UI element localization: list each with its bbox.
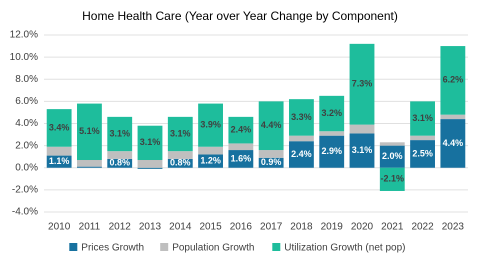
chart-title: Home Health Care (Year over Year Change …: [82, 9, 398, 23]
x-tick-label: 2021: [381, 222, 404, 233]
bar-segment: [228, 143, 254, 151]
legend-label: Population Growth: [172, 243, 254, 254]
legend-label: Utilization Growth (net pop): [284, 243, 405, 254]
y-tick-label: 4.0%: [15, 118, 38, 129]
y-tick-label: 6.0%: [15, 96, 38, 107]
data-label: 3.1%: [140, 137, 161, 147]
bar-segment: [46, 109, 72, 147]
data-label: 3.1%: [352, 145, 373, 155]
data-label: 0.9%: [261, 157, 282, 167]
bar-segment: [46, 146, 72, 156]
data-label: 3.9%: [200, 120, 221, 130]
bar-segment: [410, 135, 435, 141]
y-tick-label: 2.0%: [15, 140, 38, 151]
bar-segment: [258, 157, 284, 168]
x-tick-label: 2016: [230, 222, 253, 233]
data-label: 0.8%: [109, 158, 130, 168]
bar-segment: [379, 145, 405, 168]
data-label: 2.0%: [382, 151, 403, 161]
bar-segment: [228, 150, 254, 168]
data-label: -2.1%: [381, 174, 405, 184]
y-tick-label: 8.0%: [15, 74, 38, 85]
data-label: 3.4%: [49, 122, 70, 132]
legend-label: Prices Growth: [81, 243, 144, 254]
bar-segment: [137, 125, 163, 161]
bar-segment: [319, 95, 345, 132]
x-tick-label: 2011: [79, 222, 101, 233]
bar-segment: [289, 99, 314, 136]
data-label: 3.1%: [412, 113, 433, 123]
bar-segment: [228, 116, 254, 144]
bar-segment: [440, 114, 466, 120]
y-tick-label: 12.0%: [10, 30, 38, 41]
x-tick-label: 2022: [411, 222, 434, 233]
bar-segment: [258, 150, 284, 158]
bar-segment: [46, 155, 72, 168]
y-tick-label: 0.0%: [15, 162, 38, 173]
y-tick-label: -2.0%: [12, 185, 38, 196]
bar-segment: [349, 124, 375, 134]
bar-segment: [440, 46, 466, 115]
bar-segment: [258, 101, 284, 151]
bar-segment: [198, 154, 223, 168]
legend-swatch: [69, 243, 78, 251]
bar-segment: [319, 131, 345, 136]
bar-segment: [319, 135, 345, 168]
bar-segment: [289, 135, 314, 142]
x-tick-label: 2018: [290, 222, 313, 233]
bar-segment: [77, 166, 102, 168]
bar-segment: [289, 141, 314, 168]
data-label: 3.3%: [291, 112, 312, 122]
y-tick-label: 10.0%: [10, 52, 38, 63]
bar-segment: [410, 101, 435, 136]
data-label: 2.4%: [291, 149, 312, 159]
bar-segment: [137, 160, 163, 168]
data-label: 7.3%: [352, 79, 373, 89]
x-tick-label: 2012: [109, 222, 132, 233]
x-tick-label: 2017: [260, 222, 283, 233]
x-tick-label: 2010: [48, 222, 71, 233]
bar-segment: [167, 151, 193, 159]
bar-segment: [107, 158, 133, 168]
data-label: 5.1%: [79, 126, 100, 136]
x-tick-label: 2015: [199, 222, 222, 233]
x-tick-label: 2019: [321, 222, 344, 233]
bar-segment: [379, 142, 405, 146]
x-tick-label: 2014: [169, 222, 192, 233]
bar-segment: [440, 119, 466, 168]
bar-segment: [410, 140, 435, 168]
bar-segment: [137, 167, 163, 169]
data-label: 1.6%: [231, 153, 252, 163]
data-label: 4.4%: [443, 138, 464, 148]
x-tick-label: 2013: [139, 222, 162, 233]
data-label: 2.4%: [231, 125, 252, 135]
x-tick-label: 2020: [351, 222, 374, 233]
bar-segment: [167, 158, 193, 168]
data-label: 3.2%: [321, 108, 342, 118]
bar-segment: [167, 116, 193, 152]
data-label: 4.4%: [261, 120, 282, 130]
data-label: 2.9%: [321, 146, 342, 156]
bar-segment: [198, 146, 223, 155]
legend-swatch: [272, 243, 281, 251]
x-tick-label: 2023: [442, 222, 465, 233]
data-label: 3.1%: [109, 128, 130, 138]
bar-segment: [349, 133, 375, 168]
y-tick-label: -4.0%: [12, 207, 38, 218]
bar-segment: [77, 160, 102, 167]
data-label: 3.1%: [170, 128, 191, 138]
bar-segment: [107, 116, 133, 152]
data-label: 2.5%: [412, 148, 433, 158]
legend-swatch: [160, 243, 169, 251]
data-label: 1.2%: [200, 155, 221, 165]
bar-segment: [107, 151, 133, 159]
bar-segment: [77, 103, 102, 161]
data-label: 1.1%: [49, 156, 70, 166]
data-label: 6.2%: [443, 75, 464, 85]
data-label: 0.8%: [170, 158, 191, 168]
bar-segment: [349, 43, 375, 125]
bar-segment: [379, 167, 405, 191]
bar-segment: [198, 103, 223, 147]
